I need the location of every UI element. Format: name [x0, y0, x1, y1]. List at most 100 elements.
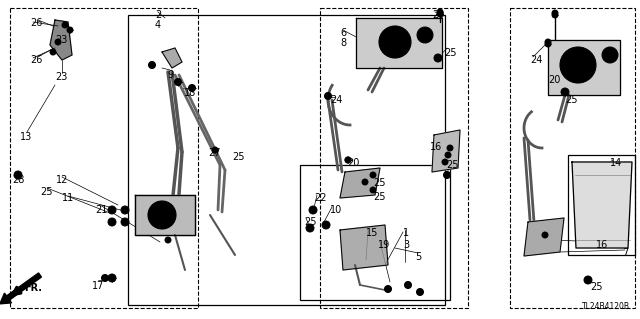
Polygon shape	[340, 168, 380, 198]
Text: 25: 25	[446, 160, 458, 170]
Circle shape	[108, 218, 116, 226]
Text: 1: 1	[403, 228, 409, 238]
Text: 21: 21	[95, 205, 108, 215]
Circle shape	[17, 174, 19, 176]
Circle shape	[404, 281, 412, 288]
Circle shape	[322, 221, 330, 229]
Circle shape	[62, 22, 68, 28]
Circle shape	[439, 11, 441, 13]
Circle shape	[552, 12, 558, 18]
Text: 25: 25	[304, 217, 317, 227]
Circle shape	[370, 187, 376, 193]
Circle shape	[362, 179, 368, 185]
Circle shape	[552, 10, 558, 16]
Circle shape	[417, 288, 424, 295]
Text: 25: 25	[232, 152, 244, 162]
Text: 22: 22	[314, 193, 326, 203]
Bar	[568, 155, 635, 255]
Circle shape	[560, 47, 596, 83]
Circle shape	[52, 51, 54, 53]
Text: 23: 23	[55, 72, 67, 82]
Circle shape	[379, 26, 411, 58]
Text: 26: 26	[30, 18, 42, 28]
Bar	[10, 8, 198, 308]
Polygon shape	[432, 130, 460, 172]
Polygon shape	[135, 195, 195, 235]
Circle shape	[385, 286, 392, 293]
Bar	[300, 165, 450, 300]
Text: 23: 23	[55, 35, 67, 45]
Circle shape	[189, 85, 195, 92]
Text: 8: 8	[340, 38, 346, 48]
Circle shape	[121, 218, 129, 226]
Circle shape	[345, 157, 351, 163]
Text: 13: 13	[20, 132, 32, 142]
Text: 20: 20	[432, 10, 444, 20]
Circle shape	[325, 93, 331, 99]
Circle shape	[407, 284, 409, 286]
Circle shape	[327, 95, 329, 97]
Text: TL24B4120B: TL24B4120B	[582, 302, 630, 311]
Text: 12: 12	[56, 175, 68, 185]
Circle shape	[364, 181, 366, 183]
Polygon shape	[524, 218, 564, 256]
Text: 20: 20	[548, 75, 561, 85]
Text: FR.: FR.	[24, 283, 42, 293]
Circle shape	[108, 206, 116, 214]
Text: 25: 25	[565, 95, 577, 105]
Text: 16: 16	[596, 240, 608, 250]
Text: 15: 15	[366, 228, 378, 238]
Circle shape	[159, 212, 165, 218]
Circle shape	[372, 189, 374, 191]
Circle shape	[561, 88, 569, 96]
Circle shape	[602, 47, 618, 63]
Circle shape	[108, 274, 116, 282]
Text: 25: 25	[40, 187, 52, 197]
Circle shape	[370, 172, 376, 178]
Text: 9: 9	[167, 70, 173, 80]
Text: 24: 24	[530, 55, 542, 65]
Circle shape	[175, 78, 182, 85]
Polygon shape	[548, 40, 620, 95]
Text: 25: 25	[444, 48, 456, 58]
Circle shape	[372, 174, 374, 176]
Text: 7: 7	[622, 248, 628, 258]
Circle shape	[345, 157, 351, 163]
Circle shape	[545, 39, 551, 45]
Circle shape	[419, 291, 421, 293]
Circle shape	[64, 24, 66, 26]
Circle shape	[437, 9, 443, 15]
Text: 2: 2	[155, 10, 161, 20]
Circle shape	[102, 275, 109, 281]
Text: 4: 4	[155, 20, 161, 30]
Circle shape	[55, 39, 61, 45]
Circle shape	[447, 145, 453, 151]
Circle shape	[387, 288, 389, 290]
Circle shape	[111, 209, 113, 211]
Circle shape	[437, 11, 443, 17]
Circle shape	[417, 27, 433, 43]
Circle shape	[111, 221, 113, 223]
Text: 19: 19	[378, 240, 390, 250]
Circle shape	[324, 224, 327, 226]
Circle shape	[312, 209, 314, 211]
Circle shape	[155, 208, 169, 222]
Text: 6: 6	[340, 28, 346, 38]
Circle shape	[324, 93, 332, 100]
Text: 20: 20	[347, 158, 360, 168]
Circle shape	[436, 57, 439, 59]
Circle shape	[542, 232, 548, 238]
Circle shape	[306, 224, 314, 232]
Circle shape	[151, 64, 153, 66]
Polygon shape	[340, 225, 388, 270]
Circle shape	[587, 279, 589, 281]
Polygon shape	[572, 162, 632, 248]
Text: 16: 16	[430, 142, 442, 152]
Circle shape	[444, 161, 446, 163]
Circle shape	[447, 154, 449, 156]
Circle shape	[446, 174, 448, 176]
Text: 27: 27	[208, 148, 221, 158]
Circle shape	[584, 276, 592, 284]
Circle shape	[347, 159, 349, 161]
Text: 26: 26	[30, 55, 42, 65]
